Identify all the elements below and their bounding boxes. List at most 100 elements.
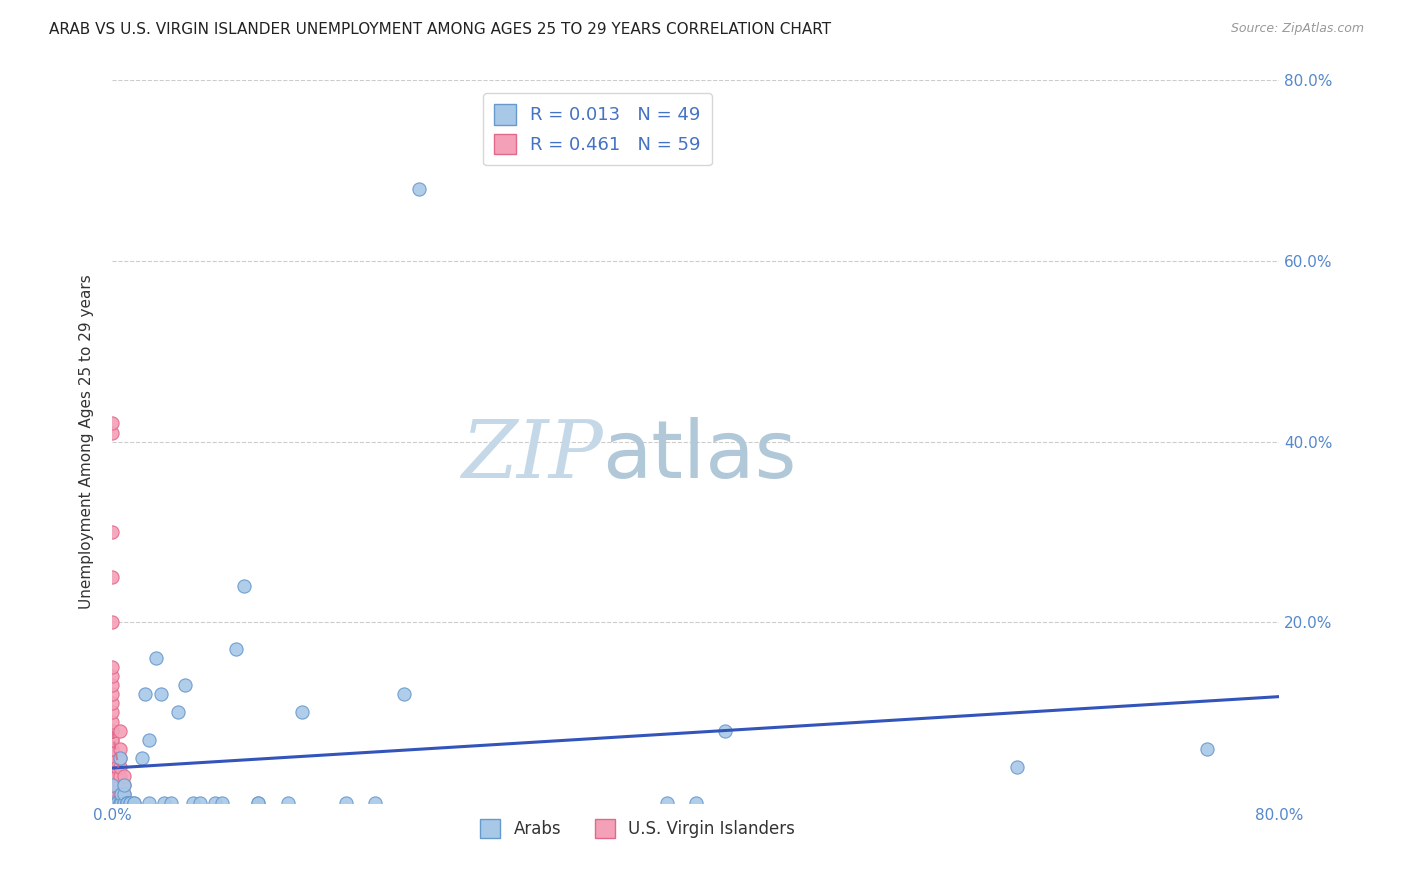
Point (181, 796, 204, 810)
Point (101, 778, 124, 792)
Point (105, 778, 128, 792)
Point (101, 769, 124, 783)
Point (101, 778, 124, 792)
Point (101, 732, 124, 747)
Text: atlas: atlas (603, 417, 797, 495)
Point (291, 706, 314, 720)
Point (108, 787, 131, 801)
Point (101, 796, 124, 810)
Point (101, 660, 124, 674)
Point (112, 796, 135, 810)
Point (105, 796, 128, 810)
Point (101, 787, 124, 801)
Point (101, 787, 124, 801)
Point (105, 796, 128, 810)
Point (276, 796, 298, 810)
Point (1195, 741, 1218, 756)
Point (188, 796, 211, 810)
Point (247, 796, 270, 810)
Point (335, 796, 357, 810)
Point (118, 796, 141, 810)
Point (101, 723, 124, 738)
Point (101, 796, 124, 810)
Point (211, 796, 233, 810)
Point (105, 760, 128, 774)
Point (160, 796, 183, 810)
Point (101, 570, 124, 584)
Point (364, 796, 387, 810)
Text: ZIP: ZIP (461, 417, 603, 495)
Point (101, 750, 124, 764)
Point (408, 182, 430, 196)
Point (101, 778, 124, 792)
Point (101, 615, 124, 630)
Point (110, 796, 132, 810)
Point (101, 787, 124, 801)
Point (112, 769, 135, 783)
Point (685, 796, 707, 810)
Point (108, 750, 131, 764)
Point (138, 732, 160, 747)
Point (112, 796, 135, 810)
Point (108, 796, 131, 810)
Point (101, 687, 124, 701)
Point (101, 678, 124, 692)
Point (101, 760, 124, 774)
Point (115, 796, 138, 810)
Point (145, 651, 167, 665)
Point (101, 778, 124, 792)
Point (108, 796, 131, 810)
Point (247, 796, 270, 810)
Point (204, 796, 226, 810)
Point (101, 796, 124, 810)
Point (101, 714, 124, 729)
Point (108, 778, 131, 792)
Point (152, 796, 174, 810)
Point (108, 760, 131, 774)
Point (101, 741, 124, 756)
Point (167, 706, 190, 720)
Point (124, 796, 146, 810)
Point (655, 796, 678, 810)
Point (101, 796, 124, 810)
Point (101, 760, 124, 774)
Point (108, 741, 131, 756)
Point (110, 787, 132, 801)
Point (174, 678, 197, 692)
Point (101, 417, 124, 431)
Text: Source: ZipAtlas.com: Source: ZipAtlas.com (1230, 22, 1364, 36)
Point (115, 796, 138, 810)
Point (108, 723, 131, 738)
Point (138, 796, 160, 810)
Point (1005, 760, 1028, 774)
Point (108, 769, 131, 783)
Point (105, 769, 128, 783)
Point (101, 769, 124, 783)
Point (118, 796, 141, 810)
Point (101, 697, 124, 711)
Point (112, 796, 135, 810)
Point (101, 778, 124, 792)
Point (394, 687, 416, 701)
Point (108, 796, 131, 810)
Text: ARAB VS U.S. VIRGIN ISLANDER UNEMPLOYMENT AMONG AGES 25 TO 29 YEARS CORRELATION : ARAB VS U.S. VIRGIN ISLANDER UNEMPLOYMEN… (49, 22, 831, 37)
Point (112, 787, 135, 801)
Point (112, 778, 135, 792)
Point (105, 796, 128, 810)
Point (101, 750, 124, 764)
Point (101, 425, 124, 440)
Point (101, 706, 124, 720)
Point (101, 524, 124, 539)
Point (149, 687, 172, 701)
Point (105, 778, 128, 792)
Point (101, 669, 124, 683)
Point (101, 796, 124, 810)
Y-axis label: Unemployment Among Ages 25 to 29 years: Unemployment Among Ages 25 to 29 years (79, 274, 94, 609)
Point (101, 796, 124, 810)
Point (225, 642, 247, 657)
Point (108, 796, 131, 810)
Point (108, 750, 131, 764)
Point (101, 723, 124, 738)
Point (714, 723, 737, 738)
Point (131, 750, 153, 764)
